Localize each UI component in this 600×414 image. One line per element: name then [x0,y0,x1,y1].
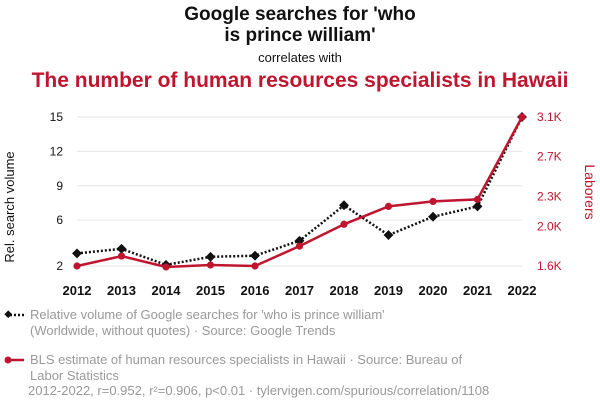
chart-title: Google searches for 'who is prince willi… [0,4,600,46]
y-left-tick-labels: 2 6 9 12 15 [50,110,64,273]
y-right-tick-label: 2.0K [537,219,562,233]
y-right-tick-label: 2.3K [537,189,562,203]
y-right-axis-label: Laborers [582,164,598,219]
data-point-searches [72,248,82,259]
x-tick-label: 2019 [374,283,403,298]
chart-subtitle: correlates with [258,50,342,65]
y-left-tick-label: 6 [56,213,63,227]
y-left-axis-label: Rel. search volume [2,151,17,262]
data-point-searches [339,200,349,211]
data-point-laborers [429,197,437,206]
data-point-searches [472,201,483,212]
data-point-searches [205,251,216,262]
legend-item-laborers: BLS estimate of human resources speciali… [4,352,594,384]
legend-item-searches: Relative volume of Google searches for '… [4,307,594,339]
y-left-tick-label: 9 [56,179,63,193]
legend-text-laborers-line-1: BLS estimate of human resources speciali… [30,352,463,367]
legend-marker-dotted-diamond [4,310,24,319]
y-right-tick-labels: 1.6K 2.0K 2.3K 2.7K 3.1K [537,110,562,273]
data-point-searches [250,250,260,261]
data-point-laborers [340,220,348,228]
data-point-laborers [117,252,126,260]
y-right-tick-label: 2.7K [537,150,562,164]
data-point-searches [428,211,438,222]
x-tick-label: 2012 [63,283,92,298]
x-tick-label: 2017 [285,283,314,298]
data-point-laborers [518,113,526,121]
y-left-tick-label: 15 [50,110,64,124]
chart-title-line-2: is prince william' [224,25,376,46]
x-tick-label: 2015 [196,283,225,298]
y-right-tick-label: 1.6K [537,259,562,273]
y-right-tick-label: 3.1K [537,110,562,124]
legend-text-laborers-line-2: Labor Statistics [30,368,119,383]
x-tick-label: 2022 [508,283,537,298]
x-tick-label: 2016 [241,283,270,298]
chart-title-line-1: Google searches for 'who [184,4,416,25]
data-point-laborers [384,202,393,210]
data-point-laborers [295,242,304,250]
data-point-searches [294,235,305,246]
legend: Relative volume of Google searches for '… [4,307,594,384]
legend-text-searches-line-2: (Worldwide, without quotes) · Source: Go… [30,323,336,338]
x-tick-label: 2014 [152,283,182,298]
grid-lines [77,116,522,267]
chart-title-secondary: The number of human resources specialist… [31,69,569,92]
x-tick-label: 2020 [419,283,448,298]
data-point-laborers [206,261,215,269]
y-left-tick-label: 12 [50,144,64,158]
x-tick-label: 2021 [463,283,492,298]
data-point-searches [116,243,127,254]
data-point-laborers [251,262,259,270]
series-layer [72,112,527,271]
data-point-laborers [473,195,482,204]
legend-marker-red-circle [4,356,24,364]
data-point-searches [383,230,394,241]
data-point-laborers [162,263,170,271]
data-point-laborers [73,262,81,270]
x-tick-label: 2013 [107,283,136,298]
legend-text-searches-line-1: Relative volume of Google searches for '… [30,307,385,322]
x-tick-labels: 2012 2013 2014 2015 2016 2017 2018 2019 2020 2021… [63,283,537,298]
x-tick-label: 2018 [330,283,359,298]
y-left-tick-label: 2 [56,259,63,273]
footer-stats: 2012-2022, r=0.952, r²=0.906, p<0.01 · t… [28,383,490,398]
